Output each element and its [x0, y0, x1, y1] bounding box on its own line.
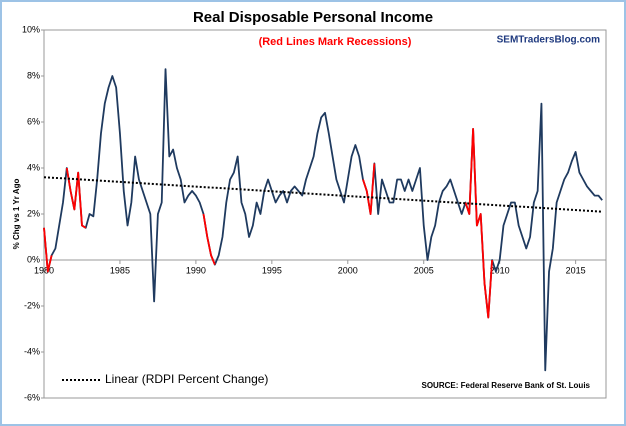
x-tick-label: 1995 — [262, 265, 282, 275]
x-tick-label: 1985 — [110, 265, 130, 275]
y-tick-label: 0% — [27, 254, 40, 264]
x-tick-label: 2000 — [338, 265, 358, 275]
trend-line — [43, 176, 603, 213]
x-tick-label: 1990 — [186, 265, 206, 275]
y-tick-label: -6% — [24, 392, 40, 402]
subtitle: (Red Lines Mark Recessions) — [259, 36, 412, 48]
series-line — [43, 227, 53, 273]
y-tick-label: 6% — [27, 116, 40, 126]
y-tick-label: 10% — [22, 24, 40, 34]
x-tick-label: 2005 — [414, 265, 434, 275]
series-line — [464, 128, 493, 319]
x-tick-label: 1980 — [34, 265, 54, 275]
x-tick-label: 2015 — [566, 265, 586, 275]
watermark: SEMTradersBlog.com — [497, 35, 600, 46]
series-line — [202, 213, 216, 265]
y-tick-label: -2% — [24, 300, 40, 310]
legend-label: Linear (RDPI Percent Change) — [105, 372, 268, 386]
y-tick-label: 4% — [27, 162, 40, 172]
source: SOURCE: Federal Reserve Bank of St. Loui… — [422, 381, 591, 390]
chart-title: Real Disposable Personal Income — [193, 9, 433, 26]
y-tick-label: 2% — [27, 208, 40, 218]
x-tick-label: 2010 — [490, 265, 510, 275]
y-tick-label: 8% — [27, 70, 40, 80]
series-line — [65, 167, 87, 229]
y-tick-label: -4% — [24, 346, 40, 356]
y-axis-label: % Chg vs 1 Yr Ago — [12, 179, 21, 250]
series-line — [362, 163, 376, 215]
series-line — [43, 68, 603, 372]
